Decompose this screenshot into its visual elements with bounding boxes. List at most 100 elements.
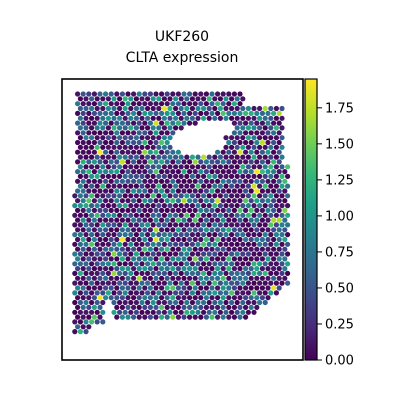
tissue-spot (77, 144, 83, 150)
tissue-spot (117, 203, 123, 209)
tissue-spot (181, 91, 187, 97)
tissue-spot (117, 261, 123, 267)
colorbar-ticks: 0.000.250.500.751.001.251.501.75 (317, 101, 354, 369)
colorbar-tick-label: 0.25 (325, 317, 354, 332)
tissue-spot (245, 261, 251, 267)
tissue-spot (282, 207, 288, 213)
tissue-spot (265, 139, 271, 146)
tissue-spot (198, 266, 204, 272)
tissue-spot (231, 266, 237, 272)
tissue-spot (94, 261, 100, 267)
tissue-spot (161, 232, 167, 238)
tissue-spot (83, 319, 89, 325)
tissue-spot (114, 275, 120, 281)
tissue-spot (215, 207, 221, 213)
tissue-spot (217, 212, 223, 218)
tissue-spot (97, 295, 103, 301)
tissue-spot (262, 203, 268, 209)
tissue-spot (125, 169, 131, 175)
tissue-spot (128, 280, 134, 286)
tissue-spot (75, 169, 81, 175)
tissue-spot (265, 110, 271, 116)
tissue-spot (131, 169, 137, 175)
tissue-spot (237, 159, 243, 165)
tissue-spot (198, 110, 204, 116)
tissue-spot (226, 217, 232, 223)
tissue-spot (100, 173, 106, 179)
tissue-spot (251, 222, 257, 228)
tissue-spot (167, 96, 173, 102)
tissue-spot (251, 290, 257, 296)
tissue-spot (128, 309, 134, 315)
tissue-spot (86, 275, 92, 281)
tissue-spot (184, 115, 190, 121)
tissue-spot (195, 309, 201, 315)
tissue-spot (80, 275, 86, 281)
tissue-spot (133, 173, 139, 179)
tissue-spot (150, 115, 156, 121)
tissue-spot (86, 285, 92, 291)
tissue-spot (77, 309, 83, 315)
tissue-spot (173, 261, 179, 267)
tissue-spot (198, 178, 204, 184)
tissue-spot (170, 217, 176, 223)
tissue-spot (262, 115, 268, 121)
tissue-spot (142, 207, 148, 213)
tissue-spot (133, 290, 139, 296)
tissue-spot (231, 246, 237, 252)
tissue-spot (195, 183, 201, 189)
tissue-spot (139, 261, 145, 267)
tissue-spot (231, 91, 237, 97)
tissue-spot (86, 256, 92, 262)
tissue-spot (136, 217, 142, 223)
tissue-spot (237, 314, 243, 320)
tissue-spot (262, 299, 268, 306)
tissue-spot (243, 266, 249, 272)
tissue-spot (220, 275, 226, 281)
tissue-spot (145, 280, 151, 286)
tissue-spot (195, 222, 201, 228)
tissue-spot (240, 144, 246, 150)
tissue-spot (173, 309, 179, 315)
tissue-spot (237, 139, 243, 146)
tissue-spot (75, 120, 81, 126)
tissue-spot (184, 299, 190, 306)
tissue-spot (231, 169, 237, 175)
tissue-spot (231, 227, 237, 233)
tissue-spot (178, 125, 184, 131)
tissue-spot (94, 299, 100, 306)
tissue-spot (240, 280, 246, 286)
tissue-spot (72, 261, 78, 267)
tissue-spot (257, 115, 263, 121)
tissue-spot (203, 246, 209, 252)
tissue-spot (145, 261, 151, 267)
tissue-spot (80, 139, 86, 146)
tissue-spot (237, 266, 243, 272)
tissue-spot (257, 203, 263, 209)
tissue-spot (206, 280, 212, 286)
tissue-spot (131, 198, 137, 204)
tissue-spot (91, 256, 97, 262)
tissue-spot (189, 299, 195, 306)
spot-layer (72, 91, 291, 335)
tissue-spot (167, 183, 173, 189)
tissue-spot (136, 295, 142, 301)
tissue-spot (145, 270, 151, 276)
tissue-spot (273, 212, 279, 218)
tissue-spot (111, 222, 117, 228)
tissue-spot (259, 198, 265, 204)
tissue-spot (139, 251, 145, 257)
tissue-spot (91, 285, 97, 291)
tissue-spot (259, 149, 265, 155)
tissue-spot (229, 251, 235, 257)
tissue-spot (136, 304, 142, 310)
tissue-spot (108, 207, 114, 213)
tissue-spot (279, 270, 285, 276)
tissue-spot (77, 164, 83, 170)
tissue-spot (161, 212, 167, 218)
tissue-spot (94, 115, 100, 121)
tissue-spot (240, 251, 246, 257)
tissue-spot (271, 130, 277, 136)
tissue-spot (119, 139, 125, 146)
tissue-spot (245, 203, 251, 209)
